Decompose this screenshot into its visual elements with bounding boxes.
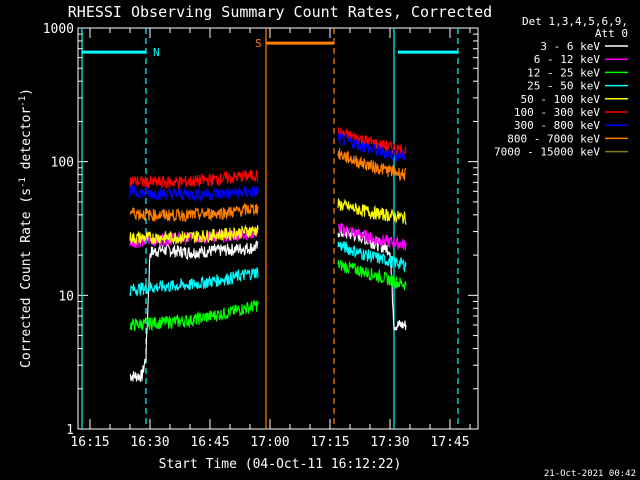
x-axis-label: Start Time (04-Oct-11 16:12:22) xyxy=(159,457,402,472)
y-tick-label: 1 xyxy=(66,423,74,438)
x-tick-label: 17:15 xyxy=(310,435,349,450)
x-tick-label: 16:30 xyxy=(130,435,169,450)
series-line xyxy=(129,224,259,246)
series-line xyxy=(337,148,407,182)
series-line xyxy=(337,259,407,291)
x-tick-label: 16:45 xyxy=(190,435,229,450)
series-line xyxy=(129,299,259,332)
legend-label: 800 - 7000 keV xyxy=(507,132,600,145)
legend-header: Att 0 xyxy=(595,27,628,40)
chart-title: RHESSI Observing Summary Count Rates, Co… xyxy=(68,3,492,21)
series-line xyxy=(337,126,407,159)
plot-frame xyxy=(77,27,479,430)
series-line xyxy=(337,131,407,163)
x-tick-label: 17:30 xyxy=(370,435,409,450)
legend-header: Det 1,3,4,5,6,9, xyxy=(522,15,628,28)
series-line xyxy=(337,198,407,225)
legend-label: 7000 - 15000 keV xyxy=(494,146,600,159)
y-tick-label: 1000 xyxy=(43,22,74,37)
legend-label: 6 - 12 keV xyxy=(534,53,601,66)
legend-label: 3 - 6 keV xyxy=(540,40,600,53)
legend-label: 25 - 50 keV xyxy=(527,80,600,93)
y-tick-label: 100 xyxy=(51,156,74,171)
y-tick-label: 10 xyxy=(58,289,74,304)
series-line xyxy=(129,169,259,190)
series-line xyxy=(129,266,259,297)
legend-label: 100 - 300 keV xyxy=(514,106,600,119)
x-tick-label: 17:00 xyxy=(250,435,289,450)
legend-label: 300 - 800 keV xyxy=(514,119,600,132)
series-line xyxy=(337,240,407,274)
legend-label: 50 - 100 keV xyxy=(521,93,601,106)
generation-timestamp: 21-Oct-2021 00:42 xyxy=(544,469,636,479)
series-line xyxy=(129,202,259,222)
y-axis-label: Corrected Count Rate (s-1 detector-1) xyxy=(18,88,34,368)
x-tick-label: 17:45 xyxy=(430,435,469,450)
legend-label: 12 - 25 keV xyxy=(527,66,600,79)
series-line xyxy=(337,223,407,251)
flag-label: N xyxy=(153,46,160,59)
series-line xyxy=(129,240,259,383)
flag-label: S xyxy=(255,37,262,50)
x-tick-label: 16:15 xyxy=(70,435,109,450)
series-line xyxy=(129,184,259,203)
